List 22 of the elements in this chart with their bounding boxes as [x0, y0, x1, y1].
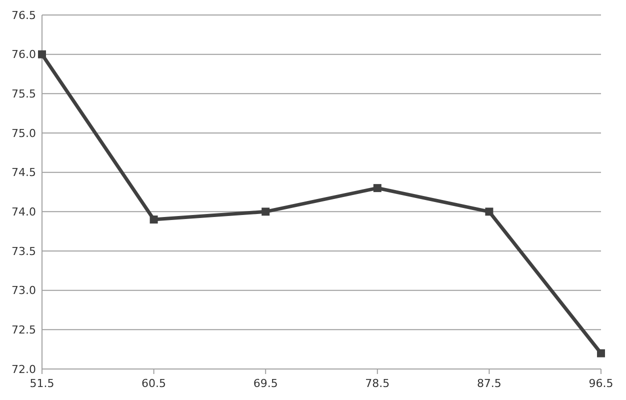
point [597, 349, 605, 358]
x-tick-label: 51.5 [30, 377, 54, 390]
point [373, 184, 382, 192]
y-tick-label: 73.5 [12, 244, 36, 258]
y-tick-label: 75.5 [12, 88, 36, 101]
x-tick-label: 78.5 [365, 377, 390, 390]
y-tick-label: 72.0 [12, 362, 36, 376]
point [262, 208, 270, 216]
y-tick-label: 75.0 [12, 126, 36, 140]
point [38, 50, 46, 58]
x-tick-label: 69.5 [253, 377, 278, 390]
x-tick-label: 96.5 [588, 377, 614, 390]
x-tick-label: 60.5 [142, 377, 166, 390]
y-tick-label: 74.5 [12, 166, 36, 180]
y-tick-label: 72.5 [12, 324, 36, 337]
y-tick-label: 76.0 [12, 48, 36, 62]
y-tick-label: 76.5 [12, 8, 36, 22]
y-tick-label: 73.0 [12, 284, 36, 298]
y-tick-label: 74.0 [12, 206, 36, 219]
x-tick-label: 87.5 [476, 377, 502, 390]
point [150, 216, 158, 224]
point [485, 208, 494, 216]
